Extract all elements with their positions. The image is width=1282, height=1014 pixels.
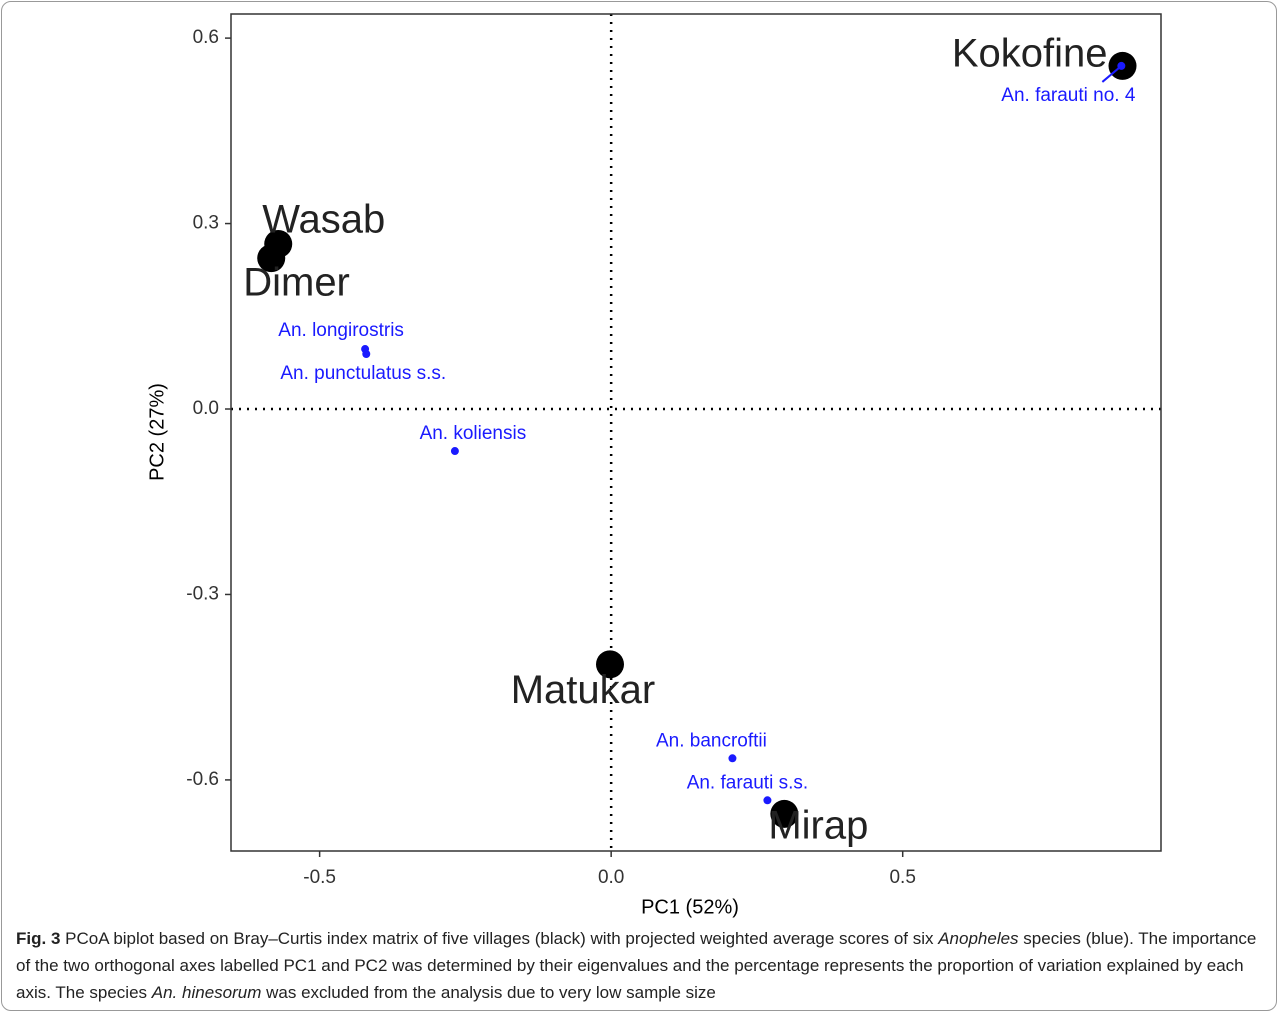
y-tick-label: -0.6 — [186, 769, 219, 790]
label-leader — [1101, 65, 1122, 83]
species-point — [362, 349, 371, 358]
village-label: Wasab — [262, 198, 385, 242]
village-point — [595, 650, 624, 679]
y-axis-title: PC2 (27%) — [146, 383, 168, 481]
village-point — [770, 799, 799, 828]
caption-italic: Anopheles — [938, 929, 1019, 948]
chart: PC1 (52%) PC2 (27%) -0.5 0.0 0.5 0.6 0.3 0.0 -… — [146, 13, 1162, 918]
caption-text: was excluded from the analysis due to ve… — [261, 983, 716, 1002]
y-tick-label: -0.3 — [186, 583, 219, 604]
x-tick-label: -0.5 — [303, 867, 336, 888]
x-tick-label: 0.0 — [598, 867, 624, 888]
caption-text: species (blue). The importance of the tw… — [16, 929, 1257, 1002]
species-label: An. punctulatus s.s. — [280, 363, 446, 384]
species-label: An. bancroftii — [656, 730, 767, 751]
species-point — [728, 754, 737, 763]
caption-italic: An. hinesorum — [151, 983, 262, 1002]
village-label: Mirap — [768, 803, 868, 847]
plot-border — [230, 13, 1162, 852]
species-label: An. longirostris — [278, 320, 404, 341]
species-label: An. farauti s.s. — [687, 772, 808, 793]
village-label: Dimer — [243, 261, 350, 305]
species-point — [763, 796, 772, 805]
y-tick-label: 0.3 — [193, 213, 219, 234]
village-label: Kokofine — [952, 31, 1108, 75]
caption-label: Fig. 3 — [16, 929, 61, 948]
species-label: An. koliensis — [420, 423, 527, 444]
village-label: Matukar — [511, 668, 656, 712]
x-axis-title: PC1 (52%) — [641, 896, 739, 918]
village-point — [257, 244, 286, 273]
species-label: An. farauti no. 4 — [1001, 85, 1136, 106]
species-point — [1117, 61, 1126, 70]
y-tick-label: 0.0 — [193, 398, 219, 419]
x-tick-label: 0.5 — [889, 867, 915, 888]
caption: Fig. 3 PCoA biplot based on Bray–Curtis … — [16, 925, 1266, 1006]
species-point — [450, 447, 459, 456]
caption-text: PCoA biplot based on Bray–Curtis index m… — [60, 929, 939, 948]
y-tick-label: 0.6 — [193, 27, 219, 48]
